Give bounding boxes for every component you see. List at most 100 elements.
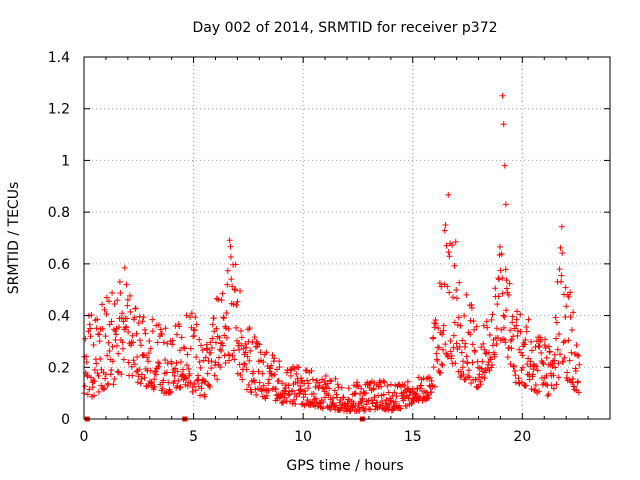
data-point: [528, 347, 535, 354]
data-point: [480, 322, 487, 329]
data-point: [93, 325, 100, 332]
data-point: [450, 294, 457, 301]
data-point: [114, 368, 121, 375]
data-point: [432, 383, 439, 390]
data-point-outlier: [501, 162, 508, 169]
data-point: [167, 388, 174, 395]
data-point: [428, 389, 435, 396]
data-point: [251, 334, 258, 341]
data-point: [265, 387, 272, 394]
data-point: [374, 399, 381, 406]
data-point: [513, 322, 520, 329]
data-point: [489, 311, 496, 318]
data-point: [272, 386, 279, 393]
data-point: [562, 314, 569, 321]
data-point: [186, 370, 193, 377]
data-point: [221, 352, 228, 359]
data-point: [354, 381, 361, 388]
data-point: [140, 352, 147, 359]
data-point: [184, 362, 191, 369]
data-point: [530, 366, 537, 373]
data-point: [153, 322, 160, 329]
data-point: [175, 377, 182, 384]
data-point: [218, 297, 225, 304]
data-point: [163, 369, 170, 376]
data-points: [81, 92, 583, 422]
x-tick-label: 5: [189, 429, 198, 445]
data-point: [241, 361, 248, 368]
data-point: [83, 359, 90, 366]
data-point: [189, 384, 196, 391]
data-point: [115, 324, 122, 331]
data-point: [219, 342, 226, 349]
data-point: [245, 382, 252, 389]
data-point: [154, 339, 161, 346]
data-point: [418, 382, 425, 389]
data-point: [519, 352, 526, 359]
data-point: [111, 375, 118, 382]
data-point: [532, 382, 539, 389]
data-point: [503, 277, 510, 284]
data-point: [138, 375, 145, 382]
data-point: [509, 319, 516, 326]
data-point: [546, 348, 553, 355]
data-point: [452, 360, 459, 367]
data-point: [393, 393, 400, 400]
data-point: [105, 339, 112, 346]
data-point: [460, 358, 467, 365]
data-point: [110, 381, 117, 388]
data-point: [434, 357, 441, 364]
data-point: [397, 405, 404, 412]
data-point: [124, 296, 131, 303]
data-point: [159, 331, 166, 338]
data-point: [453, 295, 460, 302]
data-point: [511, 325, 518, 332]
data-point: [244, 353, 251, 360]
data-point: [437, 369, 444, 376]
data-point: [568, 326, 575, 333]
data-point: [123, 315, 130, 322]
data-point: [505, 292, 512, 298]
data-point: [440, 346, 447, 353]
data-point: [460, 371, 467, 378]
data-point: [438, 361, 445, 368]
data-point: [171, 372, 178, 379]
data-point: [525, 355, 532, 362]
data-point: [569, 375, 576, 382]
data-point: [265, 380, 272, 387]
data-point: [262, 395, 269, 402]
data-point: [506, 280, 513, 287]
data-point: [559, 249, 566, 256]
data-point: [135, 373, 142, 380]
data-point: [248, 389, 255, 396]
data-point: [243, 366, 250, 373]
data-point: [499, 290, 506, 297]
data-point: [123, 281, 130, 288]
data-point: [262, 386, 269, 393]
data-point: [127, 308, 134, 315]
data-point: [269, 352, 276, 359]
data-point: [529, 371, 536, 378]
data-point: [502, 266, 509, 273]
data-point: [159, 385, 166, 392]
data-point: [381, 379, 388, 386]
data-point: [90, 392, 97, 399]
data-point: [193, 354, 200, 361]
data-point: [509, 313, 516, 320]
data-point: [511, 367, 518, 374]
data-point: [466, 374, 473, 381]
data-point: [358, 385, 365, 392]
data-point: [253, 391, 260, 398]
data-point: [556, 266, 563, 273]
data-point: [501, 313, 508, 320]
data-point: [435, 325, 442, 332]
data-point: [238, 342, 245, 349]
data-point: [227, 243, 234, 250]
data-point: [481, 346, 488, 353]
data-point: [357, 390, 364, 397]
data-point: [242, 340, 249, 347]
data-point: [311, 396, 318, 403]
data-point: [515, 379, 522, 386]
data-point: [111, 301, 118, 308]
data-point: [208, 358, 215, 365]
